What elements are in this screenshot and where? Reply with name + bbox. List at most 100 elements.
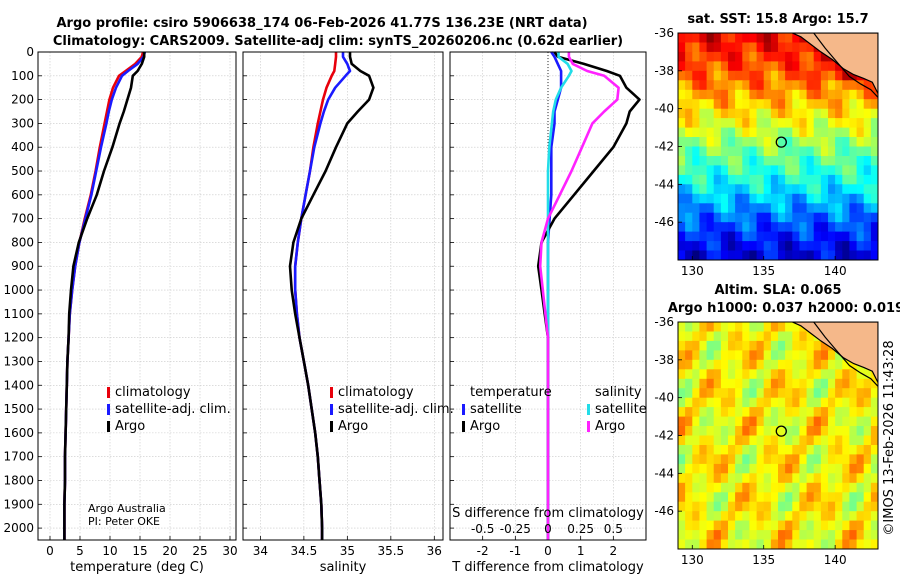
map-cell	[728, 331, 736, 342]
y-tick-label: 700	[11, 212, 34, 226]
map-cell	[856, 137, 865, 148]
map-cell	[735, 340, 743, 351]
map-cell	[728, 174, 736, 185]
map-cell	[842, 137, 850, 148]
map-cell	[820, 378, 829, 389]
map-cell	[785, 407, 793, 418]
map-cell	[813, 99, 822, 110]
map-cell	[835, 530, 843, 541]
map-cell	[713, 51, 722, 62]
map-cell	[713, 42, 722, 53]
map-cell	[806, 146, 815, 157]
map-cell	[820, 359, 829, 370]
map-cell	[828, 108, 836, 119]
map-cell	[799, 89, 808, 100]
map-cell	[756, 426, 765, 437]
map-cell	[685, 397, 693, 408]
legend-label: Argo	[115, 419, 145, 434]
map-cell	[792, 501, 800, 512]
map-cell	[863, 378, 872, 389]
map-cell	[792, 99, 800, 110]
map-cell	[713, 492, 722, 503]
map-cell	[820, 127, 829, 138]
map-cell	[792, 520, 800, 531]
map-cell	[763, 241, 772, 252]
map-cell	[678, 33, 686, 44]
map-cell	[778, 473, 786, 484]
map-cell	[678, 89, 686, 100]
map-cell	[742, 511, 750, 522]
map-x-tick-label: 130	[681, 264, 704, 278]
map-cell	[856, 231, 865, 242]
map-cell	[713, 212, 722, 223]
map-cell	[728, 435, 736, 446]
map-cell	[749, 463, 758, 474]
map-cell	[742, 203, 750, 214]
map-cell	[692, 89, 700, 100]
map-cell	[813, 184, 822, 195]
map-cell	[763, 416, 772, 427]
map-cell	[728, 359, 736, 370]
map-cell	[749, 203, 758, 214]
map-cell	[678, 473, 686, 484]
map-x-tick-label: 135	[752, 264, 775, 278]
map-cell	[742, 108, 750, 119]
map-cell	[806, 359, 815, 370]
map-cell	[806, 89, 815, 100]
map-cell	[749, 539, 758, 549]
map-cell	[856, 127, 865, 138]
map-cell	[749, 231, 758, 242]
map-cell	[756, 137, 765, 148]
series-line-argo	[288, 52, 375, 540]
map-cell	[735, 435, 743, 446]
map-cell	[856, 473, 865, 484]
map-cell	[692, 80, 700, 91]
map-cell	[685, 51, 693, 62]
map-cell	[856, 184, 865, 195]
figure-title-line2: Climatology: CARS2009. Satellite-adj cli…	[53, 34, 623, 49]
map-cell	[870, 435, 878, 446]
map-cell	[799, 492, 808, 503]
map-cell	[699, 463, 708, 474]
map-cell	[720, 378, 729, 389]
map-cell	[749, 397, 758, 408]
map-cell	[799, 51, 808, 62]
map-cell	[785, 250, 793, 260]
map-cell	[792, 222, 800, 233]
map-cell	[720, 203, 729, 214]
map-cell	[813, 473, 822, 484]
map-cell	[742, 463, 750, 474]
map-cell	[785, 61, 793, 72]
map-cell	[699, 89, 708, 100]
map-cell	[856, 146, 865, 157]
map-cell	[870, 127, 878, 138]
map-cell	[785, 33, 793, 44]
map-cell	[842, 80, 850, 91]
map-cell	[799, 359, 808, 370]
map-cell	[792, 454, 800, 465]
land-polygon	[792, 33, 878, 94]
map-cell	[849, 89, 858, 100]
map-cell	[713, 539, 722, 549]
map-cell	[706, 51, 715, 62]
map-cell	[770, 539, 779, 549]
map-cell	[706, 231, 715, 242]
map-cell	[813, 426, 822, 437]
map-cell	[785, 70, 793, 81]
map-cell	[856, 89, 865, 100]
map-cell	[792, 435, 800, 446]
difference-profile-panel: -2 -1 0 1 2 T difference from climatology S di…	[449, 51, 647, 575]
map-cell	[849, 359, 858, 370]
map-cell	[778, 378, 786, 389]
map-cell	[835, 539, 843, 549]
shelf-contour	[813, 322, 878, 387]
map-cell	[742, 530, 750, 541]
map-cell	[842, 118, 850, 129]
map-cell	[863, 241, 872, 252]
map-cell	[806, 350, 815, 361]
map-cell	[863, 539, 872, 549]
map-cell	[785, 445, 793, 456]
map-cell	[706, 388, 715, 399]
map-cell	[763, 492, 772, 503]
map-cell	[692, 511, 700, 522]
